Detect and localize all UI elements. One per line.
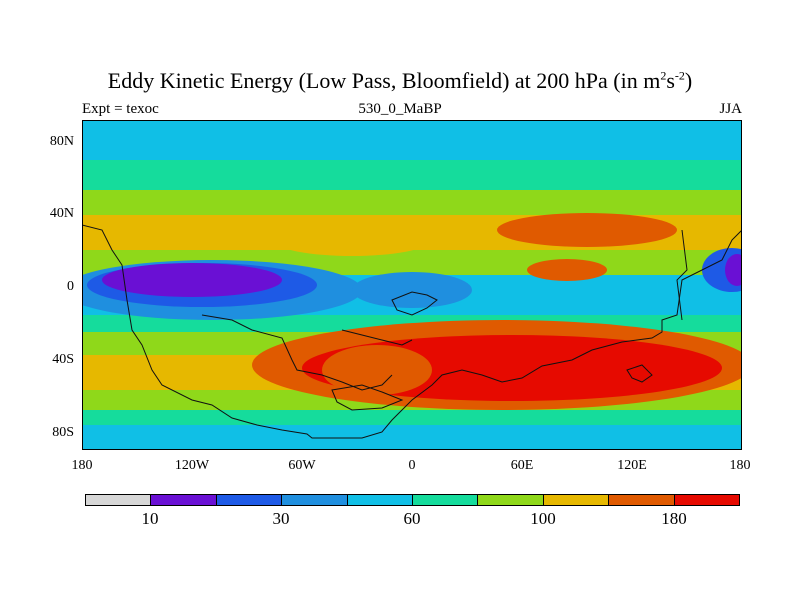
field-low-atlantic (352, 272, 472, 308)
lon-label-180w: 180 (71, 458, 93, 473)
colorbar-label-180: 180 (661, 509, 687, 528)
colorbar-swatch-1 (151, 495, 217, 505)
colorbar-swatch-6 (478, 495, 544, 505)
colorbar-swatch-8 (609, 495, 675, 505)
colorbar-swatch-0 (86, 495, 152, 505)
continent-outline-northeast (676, 229, 688, 321)
colorbar-swatch-7 (543, 495, 610, 505)
lon-label-120e: 120E (617, 458, 647, 473)
map-plot-area (82, 120, 742, 450)
lon-label-60w: 60W (288, 458, 316, 473)
colorbar-label-10: 10 (141, 509, 159, 528)
experiment-label: Expt = texoc (82, 101, 159, 117)
lon-label-60e: 60E (510, 458, 534, 473)
lat-label-80s: 80S (52, 425, 74, 440)
lon-label-120w: 120W (174, 458, 210, 473)
field-jet-north-pacific (497, 213, 677, 247)
island-outline-equatorial (391, 291, 438, 316)
map-title: Eddy Kinetic Energy (Low Pass, Bloomfiel… (107, 68, 693, 93)
continent-outline-interior (341, 329, 413, 346)
lat-label-0: 0 (67, 279, 74, 294)
island-outline-southern (331, 384, 404, 411)
season-label: JJA (719, 101, 742, 117)
field-low-pacific-core (102, 263, 282, 297)
colorbar-swatch-9 (674, 495, 740, 505)
subtitle-label: 530_0_MaBP (358, 101, 442, 117)
field-patch-north-yellow (277, 228, 427, 256)
colorbar-label-30: 30 (272, 509, 290, 528)
colorbar-swatch-3 (282, 495, 348, 505)
lon-label-180e: 180 (729, 458, 751, 473)
map-field-svg (82, 120, 742, 450)
lat-label-80n: 80N (49, 134, 74, 149)
field-band-south-polar (82, 425, 742, 450)
colorbar-label-60: 60 (403, 509, 421, 528)
colorbar-swatch-4 (347, 495, 414, 505)
lat-label-40s: 40S (52, 352, 74, 367)
field-jet-north-asia (527, 259, 607, 281)
island-outline-eastern (626, 364, 653, 383)
colorbar-swatch-2 (216, 495, 283, 505)
lon-label-0: 0 (408, 458, 416, 473)
field-low-east-pacific-core (725, 254, 742, 286)
colorbar (85, 494, 740, 506)
field-patch-south-atlantic (322, 345, 432, 395)
continent-outline-west (82, 224, 742, 439)
continent-outline-africa (201, 314, 393, 391)
map-frame-border (82, 120, 742, 450)
colorbar-label-100: 100 (530, 509, 556, 528)
colorbar-swatch-5 (413, 495, 479, 505)
field-band-north-polar (82, 120, 742, 160)
lat-label-40n: 40N (49, 206, 74, 221)
